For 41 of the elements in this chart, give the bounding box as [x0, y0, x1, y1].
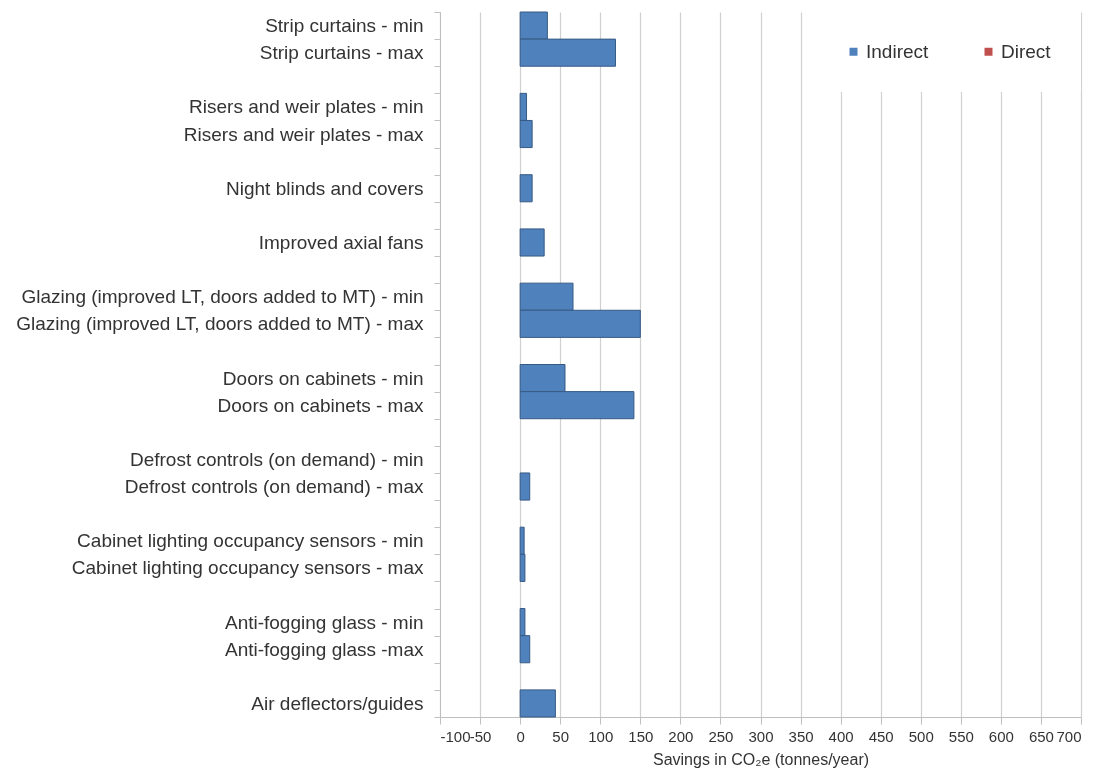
x-tick-label: 300: [748, 727, 774, 745]
y-tick-label: Defrost controls (on demand) - min: [129, 448, 424, 470]
x-tick-label: 600: [988, 727, 1014, 745]
y-tick-label: Cabinet lighting occupancy sensors - max: [71, 557, 424, 579]
y-tick-label: Improved axial fans: [258, 231, 424, 253]
x-tick-label: 450: [868, 727, 894, 745]
x-tick-label: 250: [708, 727, 734, 745]
x-tick-label: 500: [908, 727, 934, 745]
x-tick-label: 100: [588, 727, 614, 745]
y-tick-label: Anti-fogging glass -max: [224, 638, 424, 660]
x-tick-label: 350: [788, 727, 814, 745]
y-tick-label: Glazing (improved LT, doors added to MT) - min: [21, 286, 424, 308]
x-tick-label: -50: [469, 727, 492, 745]
x-tick-label: 550: [948, 727, 974, 745]
legend-label: Indirect: [866, 40, 930, 62]
y-tick-label: Cabinet lighting occupancy sensors - min: [77, 530, 424, 552]
y-tick-label: Air deflectors/guides: [251, 692, 424, 714]
x-tick-label: 150: [628, 727, 654, 745]
y-tick-label: Doors on cabinets - max: [217, 394, 424, 416]
bar: [519, 174, 533, 203]
y-tick-label: Risers and weir plates - max: [183, 123, 424, 145]
x-tick-label: 50: [552, 727, 570, 745]
y-tick-label: Anti-fogging glass - min: [224, 611, 424, 633]
y-tick-label: Doors on cabinets - min: [222, 367, 424, 389]
x-tick-label: 650: [1028, 727, 1054, 745]
y-tick-label: Night blinds and covers: [226, 177, 424, 199]
legend-label: Direct: [1001, 40, 1052, 62]
x-tick-label: -100: [440, 727, 471, 745]
bar: [519, 228, 545, 257]
bar: [519, 472, 531, 501]
y-tick-label: Risers and weir plates - min: [189, 96, 424, 118]
x-axis-title: Savings in CO₂e (tonnes/year): [652, 750, 870, 768]
y-tick-label: Glazing (improved LT, doors added to MT) - max: [16, 313, 424, 335]
x-tick-label: 0: [516, 727, 525, 745]
x-tick-label: 200: [668, 727, 694, 745]
x-tick-label: 400: [828, 727, 854, 745]
y-tick-label: Strip curtains - min: [265, 15, 424, 37]
bar: [519, 689, 556, 718]
y-tick-label: Defrost controls (on demand) - max: [124, 476, 424, 498]
x-tick-label: 700: [1056, 727, 1082, 745]
y-tick-label: Strip curtains - max: [259, 42, 424, 64]
